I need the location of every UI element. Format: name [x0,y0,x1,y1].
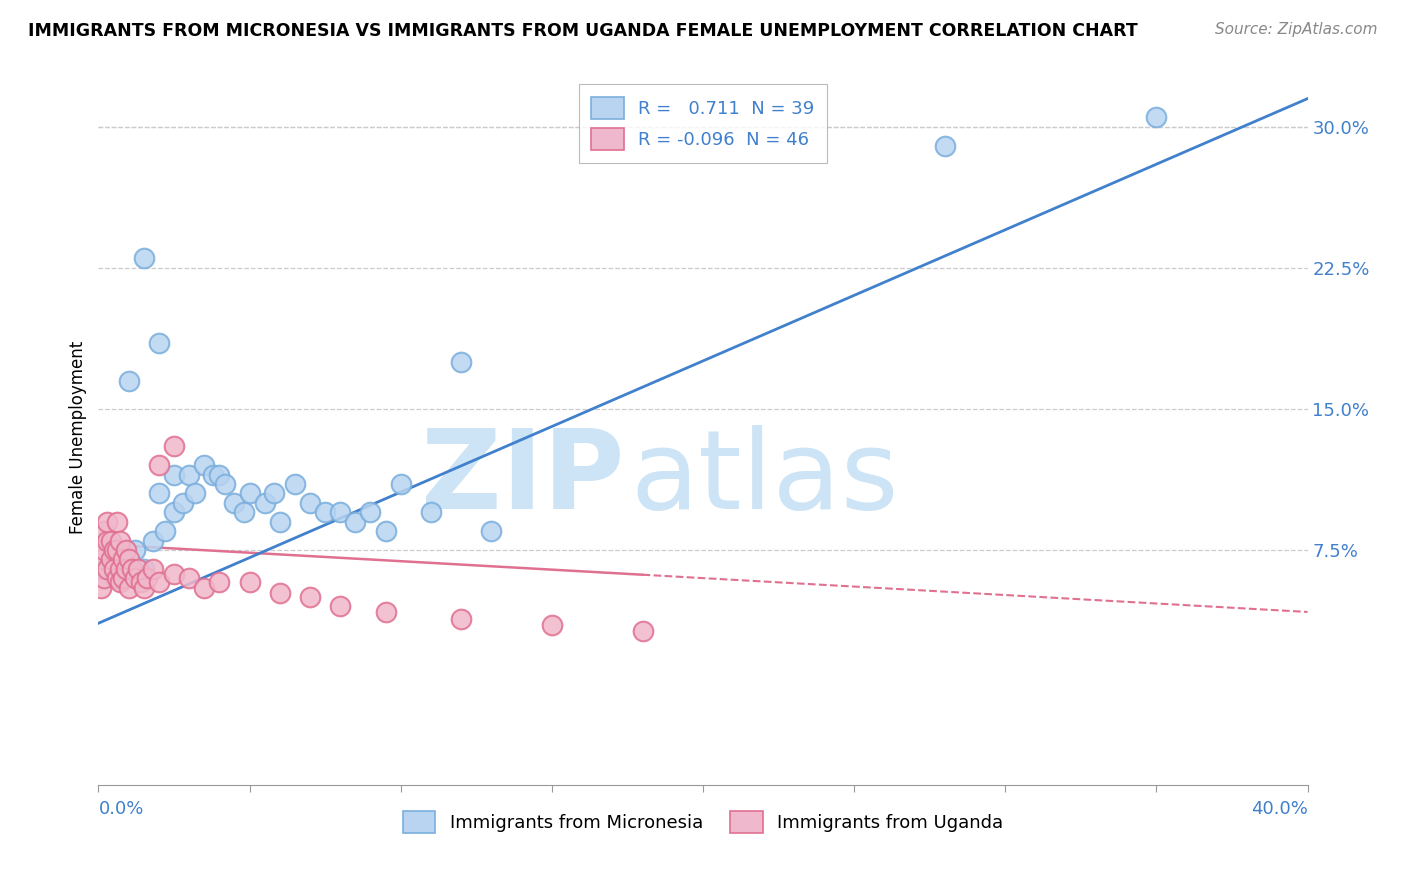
Point [105,542,128,557]
Point [163,440,186,454]
Point [450,355,472,369]
Point [96,515,118,529]
Point [148,486,170,500]
Text: 40.0%: 40.0% [1251,800,1308,818]
Point [263,486,285,500]
Point [184,486,207,500]
Point [1144,111,1167,125]
Point [142,562,165,576]
Point [121,562,143,576]
Point [96,562,118,576]
Point [103,571,125,585]
Point [132,562,155,576]
Text: IMMIGRANTS FROM MICRONESIA VS IMMIGRANTS FROM UGANDA FEMALE UNEMPLOYMENT CORRELA: IMMIGRANTS FROM MICRONESIA VS IMMIGRANTS… [28,22,1137,40]
Point [124,571,146,585]
Point [100,533,122,548]
Point [135,571,157,585]
Point [299,590,322,604]
Point [114,562,136,576]
Y-axis label: Female Unemployment: Female Unemployment [69,341,87,533]
Point [124,542,146,557]
Point [129,574,152,589]
Point [193,458,215,473]
Point [299,496,322,510]
Point [239,486,262,500]
Point [118,552,141,566]
Point [93,524,115,538]
Point [142,533,165,548]
Point [127,562,149,576]
Point [108,533,131,548]
Point [132,252,155,266]
Point [374,605,396,619]
Point [224,496,246,510]
Legend: Immigrants from Micronesia, Immigrants from Uganda: Immigrants from Micronesia, Immigrants f… [391,798,1015,846]
Point [179,467,201,482]
Point [179,571,201,585]
Point [253,496,276,510]
Point [118,374,141,388]
Text: Source: ZipAtlas.com: Source: ZipAtlas.com [1215,22,1378,37]
Text: ZIP: ZIP [420,425,624,533]
Point [148,574,170,589]
Point [103,562,125,576]
Point [269,515,291,529]
Point [118,581,141,595]
Point [111,552,134,566]
Point [232,505,254,519]
Point [111,552,134,566]
Point [389,477,412,491]
Point [163,567,186,582]
Point [103,542,125,557]
Point [172,496,194,510]
Point [329,599,352,614]
Point [132,581,155,595]
Point [214,477,236,491]
Point [105,515,128,529]
Point [202,467,225,482]
Point [163,505,186,519]
Point [481,524,503,538]
Point [96,533,118,548]
Point [100,552,122,566]
Point [90,552,112,566]
Point [148,336,170,351]
Point [90,581,112,595]
Point [153,524,176,538]
Point [208,574,231,589]
Point [450,612,472,626]
Point [163,467,186,482]
Point [329,505,352,519]
Point [934,138,956,153]
Point [284,477,307,491]
Point [93,562,115,576]
Point [314,505,336,519]
Point [114,542,136,557]
Point [108,574,131,589]
Point [105,571,128,585]
Point [360,505,382,519]
Point [208,467,231,482]
Point [108,562,131,576]
Point [193,581,215,595]
Point [374,524,396,538]
Point [420,505,443,519]
Point [148,458,170,473]
Point [269,586,291,600]
Point [540,618,562,632]
Point [111,571,134,585]
Text: atlas: atlas [630,425,898,533]
Text: 0.0%: 0.0% [98,800,143,818]
Point [93,542,115,557]
Point [93,571,115,585]
Point [344,515,367,529]
Point [631,624,654,638]
Point [239,574,262,589]
